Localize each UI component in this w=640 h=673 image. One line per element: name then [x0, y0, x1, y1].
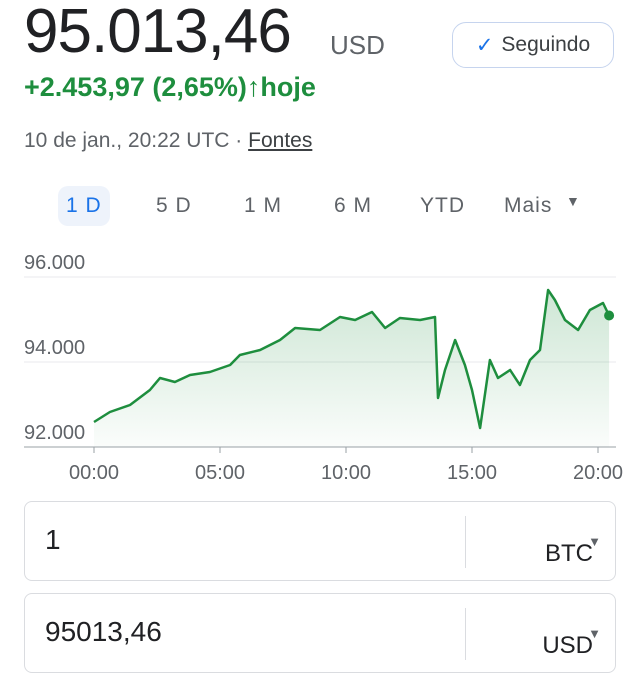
tab[interactable]: 1 M — [244, 194, 283, 217]
change-value: +2.453,97 (2,65%) — [24, 72, 247, 102]
dropdown-icon: ▼ — [588, 534, 601, 549]
unit[interactable]: BTC — [545, 540, 593, 567]
x-tick-label: 15:00 — [447, 462, 497, 480]
price: 95.013,46 — [24, 0, 292, 66]
follow-button[interactable]: ✓ Seguindo — [452, 22, 614, 68]
converter-box[interactable]: 95013,46 USD ▼ — [24, 593, 616, 673]
y-tick-label: 92.000 — [24, 422, 85, 444]
last-point — [604, 310, 615, 321]
amount[interactable]: 95013,46 — [45, 616, 162, 647]
separator — [465, 516, 466, 568]
tab[interactable]: 6 M — [334, 194, 373, 217]
tab[interactable]: YTD — [420, 194, 465, 217]
area — [94, 290, 610, 447]
x-tick-label: 05:00 — [195, 462, 245, 480]
amount[interactable]: 1 — [45, 524, 61, 555]
timestamp: 10 de jan., 20:22 UTC · — [24, 129, 243, 152]
chart: 92.000 94.000 96.000 00:00 05:00 10:00 15:00 20… — [24, 252, 623, 480]
up-arrow: ↑ — [246, 72, 261, 102]
dropdown-icon: ▼ — [588, 626, 601, 641]
change: +2.453,97 (2,65%)↑hoje — [24, 72, 316, 103]
x-tick-label: 20:00 — [573, 462, 623, 480]
unit[interactable]: USD — [542, 632, 593, 659]
follow-label: Seguindo — [501, 33, 591, 56]
separator — [465, 608, 466, 660]
x-tick-label: 10:00 — [321, 462, 371, 480]
timestamp-row: 10 de jan., 20:22 UTC · Fontes — [24, 129, 312, 153]
tab[interactable]: Mais — [504, 194, 553, 217]
converter-box[interactable]: 1 BTC ▼ — [24, 501, 616, 581]
tab[interactable]: 1 D — [58, 186, 110, 226]
dropdown-icon: ▼ — [566, 193, 580, 209]
check-icon: ✓ — [475, 33, 494, 57]
currency: USD — [330, 30, 385, 60]
page: 95.013,46 USD ✓ Seguindo +2.453,97 (2,65%… — [24, 0, 624, 673]
tab[interactable]: 5 D — [156, 194, 192, 217]
y-tick-label: 96.000 — [24, 252, 85, 274]
x-tick-label: 00:00 — [69, 462, 119, 480]
change-period: hoje — [260, 72, 316, 102]
sources-link[interactable]: Fontes — [248, 129, 313, 152]
y-tick-label: 94.000 — [24, 337, 85, 359]
price-line — [93, 288, 611, 430]
